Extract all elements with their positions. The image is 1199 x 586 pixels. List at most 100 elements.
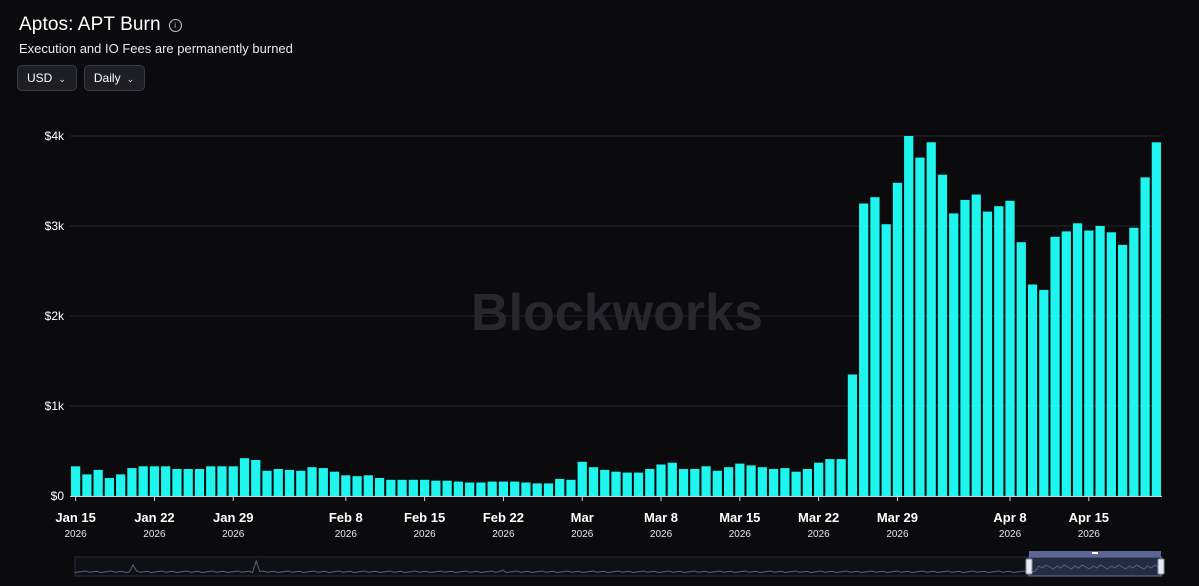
bar[interactable] xyxy=(408,479,418,496)
bar[interactable] xyxy=(329,471,340,496)
bar[interactable] xyxy=(566,479,576,496)
bar[interactable] xyxy=(768,469,779,496)
bar[interactable] xyxy=(476,482,486,497)
bar[interactable] xyxy=(802,469,812,496)
bar[interactable] xyxy=(1151,142,1161,497)
bar[interactable] xyxy=(273,469,283,496)
bar[interactable] xyxy=(656,464,666,497)
bar[interactable] xyxy=(600,469,610,496)
bar[interactable] xyxy=(352,476,362,496)
bar[interactable] xyxy=(881,224,891,496)
bar[interactable] xyxy=(825,459,835,496)
bar[interactable] xyxy=(251,460,261,496)
bar[interactable] xyxy=(814,462,824,496)
bar[interactable] xyxy=(847,374,858,497)
bar[interactable] xyxy=(690,469,700,496)
bar[interactable] xyxy=(532,483,542,496)
bar[interactable] xyxy=(577,461,587,496)
bar[interactable] xyxy=(701,466,711,496)
bar[interactable] xyxy=(1050,236,1060,497)
bar[interactable] xyxy=(318,468,328,496)
bar[interactable] xyxy=(465,482,475,497)
range-navigator[interactable] xyxy=(74,551,1165,577)
bar[interactable] xyxy=(262,470,272,496)
bar[interactable] xyxy=(1084,230,1094,497)
bar[interactable] xyxy=(1016,242,1026,496)
bar[interactable] xyxy=(949,213,959,496)
bar[interactable] xyxy=(374,478,385,496)
bar[interactable] xyxy=(971,194,981,497)
bar[interactable] xyxy=(791,471,801,496)
bar[interactable] xyxy=(859,203,869,497)
bar[interactable] xyxy=(431,480,441,496)
bar[interactable] xyxy=(982,211,993,496)
navigator-handle[interactable] xyxy=(1025,558,1033,575)
bar[interactable] xyxy=(735,463,745,496)
bar[interactable] xyxy=(1005,200,1015,497)
bar[interactable] xyxy=(183,469,193,496)
bar[interactable] xyxy=(149,466,160,496)
bar[interactable] xyxy=(892,182,903,497)
bar[interactable] xyxy=(1106,232,1116,497)
currency-dropdown[interactable]: USD ⌄ xyxy=(17,65,77,91)
bar[interactable] xyxy=(239,458,250,496)
bar[interactable] xyxy=(228,466,238,496)
bar[interactable] xyxy=(937,174,948,496)
bar[interactable] xyxy=(127,468,137,496)
bar[interactable] xyxy=(1140,177,1150,496)
bar[interactable] xyxy=(116,474,126,496)
bar[interactable] xyxy=(633,472,644,496)
bar[interactable] xyxy=(555,478,565,496)
navigator-selection[interactable] xyxy=(1028,556,1162,577)
navigator-handle[interactable] xyxy=(1157,558,1165,575)
bar[interactable] xyxy=(442,480,452,496)
bar[interactable] xyxy=(138,466,148,496)
interval-dropdown[interactable]: Daily ⌄ xyxy=(83,65,146,91)
bar[interactable] xyxy=(93,469,103,496)
bar[interactable] xyxy=(667,462,677,496)
bar[interactable] xyxy=(723,467,734,496)
bar[interactable] xyxy=(678,469,689,496)
bar[interactable] xyxy=(363,475,373,496)
bar[interactable] xyxy=(1095,226,1105,496)
bar[interactable] xyxy=(307,467,317,496)
bar[interactable] xyxy=(420,479,430,496)
bar[interactable] xyxy=(82,474,92,496)
bar[interactable] xyxy=(915,157,925,496)
bar[interactable] xyxy=(588,467,599,496)
bar[interactable] xyxy=(746,465,756,496)
bar[interactable] xyxy=(994,206,1004,496)
bar[interactable] xyxy=(780,468,790,496)
bar[interactable] xyxy=(543,483,554,496)
bar[interactable] xyxy=(712,470,722,496)
bar[interactable] xyxy=(622,472,632,496)
bar[interactable] xyxy=(1027,284,1038,497)
bar[interactable] xyxy=(498,481,509,496)
bar[interactable] xyxy=(172,469,182,496)
bar[interactable] xyxy=(926,142,936,497)
bar[interactable] xyxy=(645,469,655,496)
bar[interactable] xyxy=(510,481,520,496)
bar[interactable] xyxy=(960,199,970,496)
bar[interactable] xyxy=(870,197,880,496)
bar[interactable] xyxy=(104,478,115,496)
bar[interactable] xyxy=(1117,244,1128,496)
bar[interactable] xyxy=(521,482,531,497)
bar[interactable] xyxy=(206,466,216,496)
bar[interactable] xyxy=(386,479,396,496)
bar[interactable] xyxy=(71,466,81,496)
bar[interactable] xyxy=(341,475,351,496)
bar[interactable] xyxy=(161,466,171,496)
bar[interactable] xyxy=(296,470,306,496)
bar[interactable] xyxy=(836,459,846,496)
bar[interactable] xyxy=(1039,289,1049,496)
bar[interactable] xyxy=(487,481,497,496)
bar[interactable] xyxy=(284,469,295,496)
bar[interactable] xyxy=(217,466,227,496)
bar[interactable] xyxy=(757,467,767,496)
info-icon[interactable]: i xyxy=(168,19,182,32)
bar[interactable] xyxy=(1061,231,1071,496)
bar[interactable] xyxy=(397,479,407,496)
bar[interactable] xyxy=(1072,223,1083,497)
bar[interactable] xyxy=(904,136,914,496)
